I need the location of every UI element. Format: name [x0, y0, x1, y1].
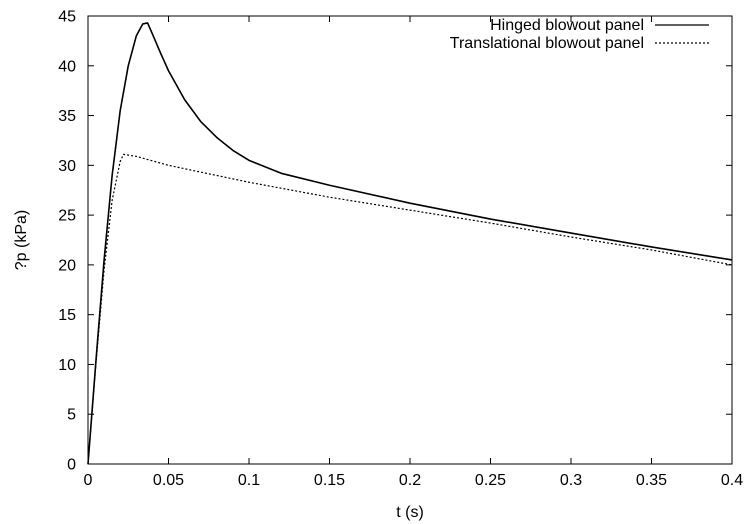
y-tick-label: 0 [67, 457, 76, 474]
x-tick-label: 0.4 [721, 472, 743, 489]
legend-label-hinged: Hinged blowout panel [490, 17, 644, 34]
x-tick-label: 0.15 [314, 472, 345, 489]
series-line-translational [87, 153, 733, 465]
y-tick-label: 20 [58, 257, 76, 274]
x-tick-label: 0.3 [560, 472, 582, 489]
series-line-hinged [87, 22, 733, 465]
tick-labels: 0 0.05 0.1 0.15 0.2 0.25 0.3 0.35 0.4 0 5 10 15 20 25 3… [58, 9, 743, 490]
series-layer [87, 22, 733, 465]
y-tick-label: 25 [58, 208, 76, 225]
plot-frame [87, 15, 733, 465]
x-axis-label: t (s) [396, 504, 424, 521]
y-tick-label: 10 [58, 357, 76, 374]
y-tick-label: 45 [58, 9, 76, 26]
y-tick-label: 40 [58, 58, 76, 75]
legend: Hinged blowout panel Translational blowo… [450, 17, 709, 52]
x-tick-label: 0.25 [475, 472, 506, 489]
x-tick-label: 0.35 [636, 472, 667, 489]
y-tick-label: 5 [67, 407, 76, 424]
x-tick-label: 0.05 [153, 472, 184, 489]
x-tick-label: 0 [84, 472, 93, 489]
legend-label-translational: Translational blowout panel [450, 35, 644, 52]
y-tick-label: 15 [58, 307, 76, 324]
y-axis-label: ?p (kPa) [13, 210, 30, 270]
x-tick-label: 0.2 [399, 472, 421, 489]
y-tick-label: 35 [58, 108, 76, 125]
x-tick-label: 0.1 [238, 472, 260, 489]
axis-ticks [87, 15, 733, 465]
y-tick-label: 30 [58, 158, 76, 175]
